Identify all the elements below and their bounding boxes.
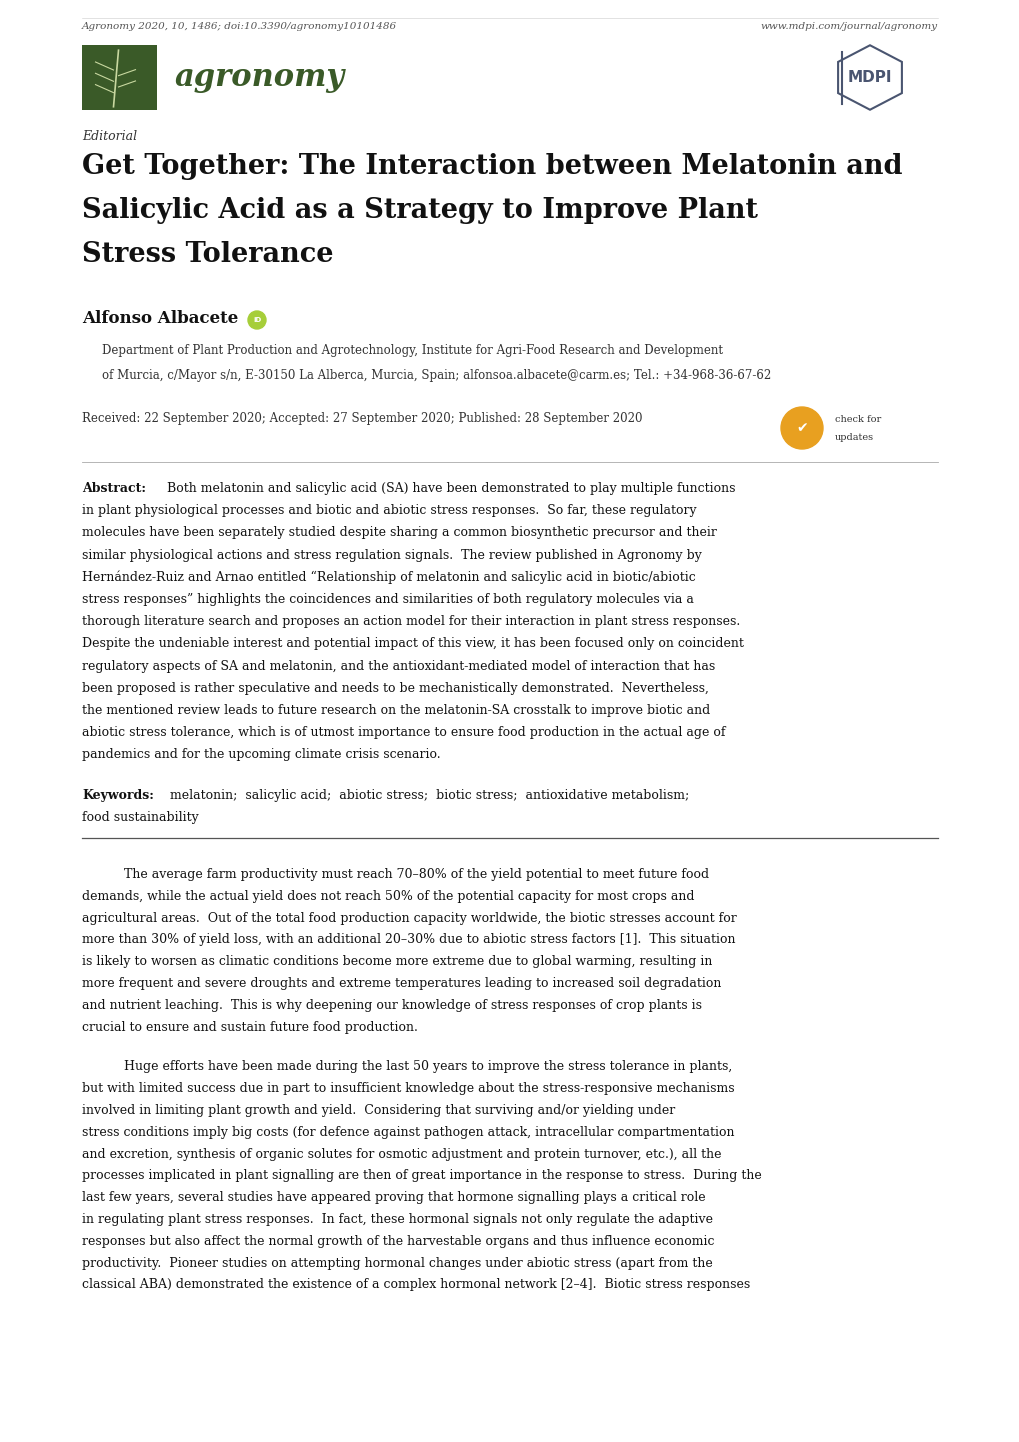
Text: Editorial: Editorial (82, 130, 137, 143)
Text: productivity.  Pioneer studies on attempting hormonal changes under abiotic stre: productivity. Pioneer studies on attempt… (82, 1256, 712, 1269)
Text: in plant physiological processes and biotic and abiotic stress responses.  So fa: in plant physiological processes and bio… (82, 505, 696, 518)
Text: check for: check for (835, 415, 880, 424)
Text: last few years, several studies have appeared proving that hormone signalling pl: last few years, several studies have app… (82, 1191, 705, 1204)
Text: Agronomy 2020, 10, 1486; doi:10.3390/agronomy10101486: Agronomy 2020, 10, 1486; doi:10.3390/agr… (82, 22, 396, 30)
Text: of Murcia, c/Mayor s/n, E-30150 La Alberca, Murcia, Spain; alfonsoa.albacete@car: of Murcia, c/Mayor s/n, E-30150 La Alber… (102, 369, 770, 382)
Text: processes implicated in plant signalling are then of great importance in the res: processes implicated in plant signalling… (82, 1169, 761, 1182)
Text: and excretion, synthesis of organic solutes for osmotic adjustment and protein t: and excretion, synthesis of organic solu… (82, 1148, 720, 1161)
Text: involved in limiting plant growth and yield.  Considering that surviving and/or : involved in limiting plant growth and yi… (82, 1105, 675, 1118)
Text: Stress Tolerance: Stress Tolerance (82, 241, 333, 268)
Text: www.mdpi.com/journal/agronomy: www.mdpi.com/journal/agronomy (760, 22, 937, 30)
Text: demands, while the actual yield does not reach 50% of the potential capacity for: demands, while the actual yield does not… (82, 890, 694, 903)
Text: Keywords:: Keywords: (82, 789, 154, 802)
Text: The average farm productivity must reach 70–80% of the yield potential to meet f: The average farm productivity must reach… (124, 868, 708, 881)
Text: stress conditions imply big costs (for defence against pathogen attack, intracel: stress conditions imply big costs (for d… (82, 1126, 734, 1139)
Text: regulatory aspects of SA and melatonin, and the antioxidant-mediated model of in: regulatory aspects of SA and melatonin, … (82, 659, 714, 672)
Text: molecules have been separately studied despite sharing a common biosynthetic pre: molecules have been separately studied d… (82, 526, 716, 539)
Text: more frequent and severe droughts and extreme temperatures leading to increased : more frequent and severe droughts and ex… (82, 978, 720, 991)
Text: Both melatonin and salicylic acid (SA) have been demonstrated to play multiple f: Both melatonin and salicylic acid (SA) h… (167, 482, 735, 495)
Text: stress responses” highlights the coincidences and similarities of both regulator: stress responses” highlights the coincid… (82, 593, 693, 606)
Text: crucial to ensure and sustain future food production.: crucial to ensure and sustain future foo… (82, 1021, 418, 1034)
Text: agronomy: agronomy (175, 62, 344, 92)
Text: is likely to worsen as climatic conditions become more extreme due to global war: is likely to worsen as climatic conditio… (82, 955, 711, 968)
Text: pandemics and for the upcoming climate crisis scenario.: pandemics and for the upcoming climate c… (82, 748, 440, 761)
Circle shape (781, 407, 822, 448)
Text: Alfonso Albacete: Alfonso Albacete (82, 310, 238, 327)
Text: in regulating plant stress responses.  In fact, these hormonal signals not only : in regulating plant stress responses. In… (82, 1213, 712, 1226)
Text: Huge efforts have been made during the last 50 years to improve the stress toler: Huge efforts have been made during the l… (124, 1060, 732, 1073)
Text: agricultural areas.  Out of the total food production capacity worldwide, the bi: agricultural areas. Out of the total foo… (82, 911, 736, 924)
Text: Department of Plant Production and Agrotechnology, Institute for Agri-Food Resea: Department of Plant Production and Agrot… (102, 345, 722, 358)
Text: food sustainability: food sustainability (82, 810, 199, 823)
Text: similar physiological actions and stress regulation signals.  The review publish: similar physiological actions and stress… (82, 548, 701, 561)
Text: Hernández-Ruiz and Arnao entitled “Relationship of melatonin and salicylic acid : Hernández-Ruiz and Arnao entitled “Relat… (82, 571, 695, 584)
Text: abiotic stress tolerance, which is of utmost importance to ensure food productio: abiotic stress tolerance, which is of ut… (82, 727, 725, 740)
Text: Abstract:: Abstract: (82, 482, 146, 495)
Text: Despite the undeniable interest and potential impact of this view, it has been f: Despite the undeniable interest and pote… (82, 637, 743, 650)
Text: responses but also affect the normal growth of the harvestable organs and thus i: responses but also affect the normal gro… (82, 1234, 713, 1247)
Text: and nutrient leaching.  This is why deepening our knowledge of stress responses : and nutrient leaching. This is why deepe… (82, 999, 701, 1012)
Text: the mentioned review leads to future research on the melatonin-SA crosstalk to i: the mentioned review leads to future res… (82, 704, 709, 717)
Text: Received: 22 September 2020; Accepted: 27 September 2020; Published: 28 Septembe: Received: 22 September 2020; Accepted: 2… (82, 412, 642, 425)
FancyBboxPatch shape (82, 45, 157, 110)
Text: thorough literature search and proposes an action model for their interaction in: thorough literature search and proposes … (82, 616, 740, 629)
Text: been proposed is rather speculative and needs to be mechanistically demonstrated: been proposed is rather speculative and … (82, 682, 708, 695)
Text: ✔: ✔ (796, 421, 807, 435)
Text: Salicylic Acid as a Strategy to Improve Plant: Salicylic Acid as a Strategy to Improve … (82, 198, 757, 224)
Circle shape (248, 311, 266, 329)
Text: Get Together: The Interaction between Melatonin and: Get Together: The Interaction between Me… (82, 153, 902, 180)
Text: more than 30% of yield loss, with an additional 20–30% due to abiotic stress fac: more than 30% of yield loss, with an add… (82, 933, 735, 946)
Text: but with limited success due in part to insufficient knowledge about the stress-: but with limited success due in part to … (82, 1082, 734, 1096)
Text: updates: updates (835, 434, 873, 443)
Text: melatonin;  salicylic acid;  abiotic stress;  biotic stress;  antioxidative meta: melatonin; salicylic acid; abiotic stres… (170, 789, 689, 802)
Text: iD: iD (253, 317, 261, 323)
Text: MDPI: MDPI (847, 71, 892, 85)
Text: classical ABA) demonstrated the existence of a complex hormonal network [2–4].  : classical ABA) demonstrated the existenc… (82, 1279, 750, 1292)
